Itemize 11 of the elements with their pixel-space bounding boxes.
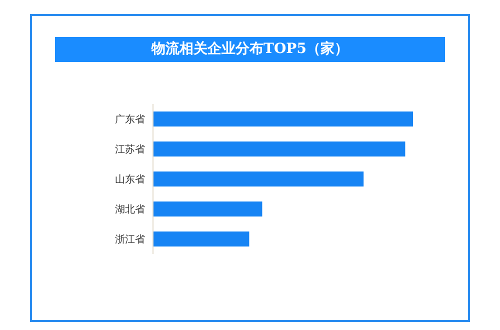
bar [153, 232, 250, 246]
bar [153, 142, 406, 156]
y-tick-label: 湖北省 [115, 204, 145, 216]
y-tick-label: 山东省 [115, 174, 145, 186]
y-tick-label: 江苏省 [115, 144, 145, 156]
bar [153, 202, 262, 216]
y-tick-label: 广东省 [115, 114, 145, 126]
bar [153, 112, 413, 126]
y-tick-label: 浙江省 [115, 234, 145, 246]
chart-title: 物流相关企业分布TOP5（家） [55, 37, 445, 62]
bar [153, 172, 364, 186]
